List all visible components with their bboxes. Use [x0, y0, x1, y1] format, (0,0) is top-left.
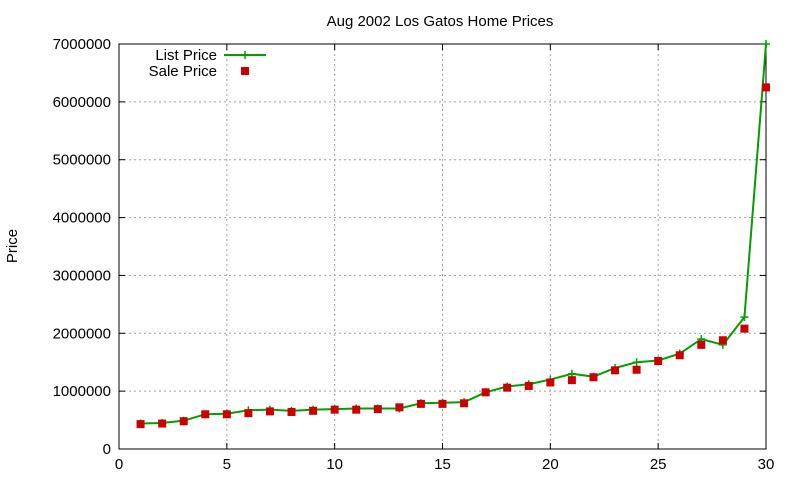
y-tick-label: 3000000: [53, 267, 111, 284]
marker-sale-price: [309, 406, 318, 415]
plot-frame: [118, 43, 767, 450]
x-tick-label: 0: [115, 456, 123, 473]
marker-sale-price: [481, 388, 490, 397]
marker-sale-price: [158, 419, 167, 428]
data-series: [136, 40, 770, 429]
x-tick-label: 5: [223, 456, 231, 473]
marker-sale-price: [654, 357, 663, 366]
y-tick-label: 1000000: [53, 383, 111, 400]
marker-sale-price: [632, 365, 641, 374]
legend-label-sale-price: Sale Price: [149, 63, 217, 80]
marker-sale-price: [718, 336, 727, 345]
marker-list-price: [762, 40, 770, 48]
x-tick-label: 10: [326, 456, 343, 473]
marker-sale-price: [222, 410, 231, 419]
marker-sale-price: [611, 366, 620, 375]
y-tick-label: 4000000: [53, 210, 111, 227]
legend: List Price Sale Price: [149, 47, 266, 80]
legend-label-list-price: List Price: [155, 47, 217, 64]
x-tick-label: 15: [434, 456, 451, 473]
marker-sale-price: [697, 340, 706, 349]
y-tick-label: 2000000: [53, 325, 111, 342]
marker-sale-price: [136, 420, 145, 429]
marker-sale-price: [330, 405, 339, 414]
marker-sale-price: [352, 405, 361, 414]
x-tick-label: 30: [758, 456, 775, 473]
marker-sale-price: [524, 381, 533, 390]
marker-sale-price: [589, 373, 598, 382]
y-axis-label: Price: [4, 229, 21, 263]
marker-sale-price: [567, 376, 576, 385]
axes: [118, 43, 767, 450]
marker-sale-price: [287, 407, 296, 416]
x-tick-label: 25: [650, 456, 667, 473]
marker-list-price: [740, 313, 749, 322]
marker-sale-price: [762, 83, 770, 92]
marker-sale-price: [395, 403, 404, 412]
marker-sale-price: [438, 399, 447, 408]
y-tick-label: 5000000: [53, 152, 111, 169]
y-tick-label: 6000000: [53, 94, 111, 111]
marker-sale-price: [546, 378, 555, 387]
marker-sale-price: [416, 399, 425, 408]
marker-sale-price: [244, 409, 253, 418]
chart-title: Aug 2002 Los Gatos Home Prices: [327, 13, 554, 30]
marker-sale-price: [265, 407, 274, 416]
marker-sale-price: [179, 417, 188, 426]
marker-list-price: [632, 358, 641, 367]
legend-marker-sale-price: [241, 67, 249, 75]
y-tick-label: 7000000: [53, 36, 111, 53]
x-tick-label: 20: [542, 456, 559, 473]
marker-sale-price: [740, 324, 749, 333]
y-tick-label: 0: [103, 441, 111, 458]
tick-labels: 0 5 10 15 20 25 30 0 1000000 2000000 3000000 400000…: [53, 36, 775, 473]
marker-sale-price: [460, 399, 469, 408]
marker-sale-price: [373, 405, 382, 414]
marker-sale-price: [675, 351, 684, 360]
marker-sale-price: [503, 383, 512, 392]
marker-sale-price: [201, 410, 210, 419]
